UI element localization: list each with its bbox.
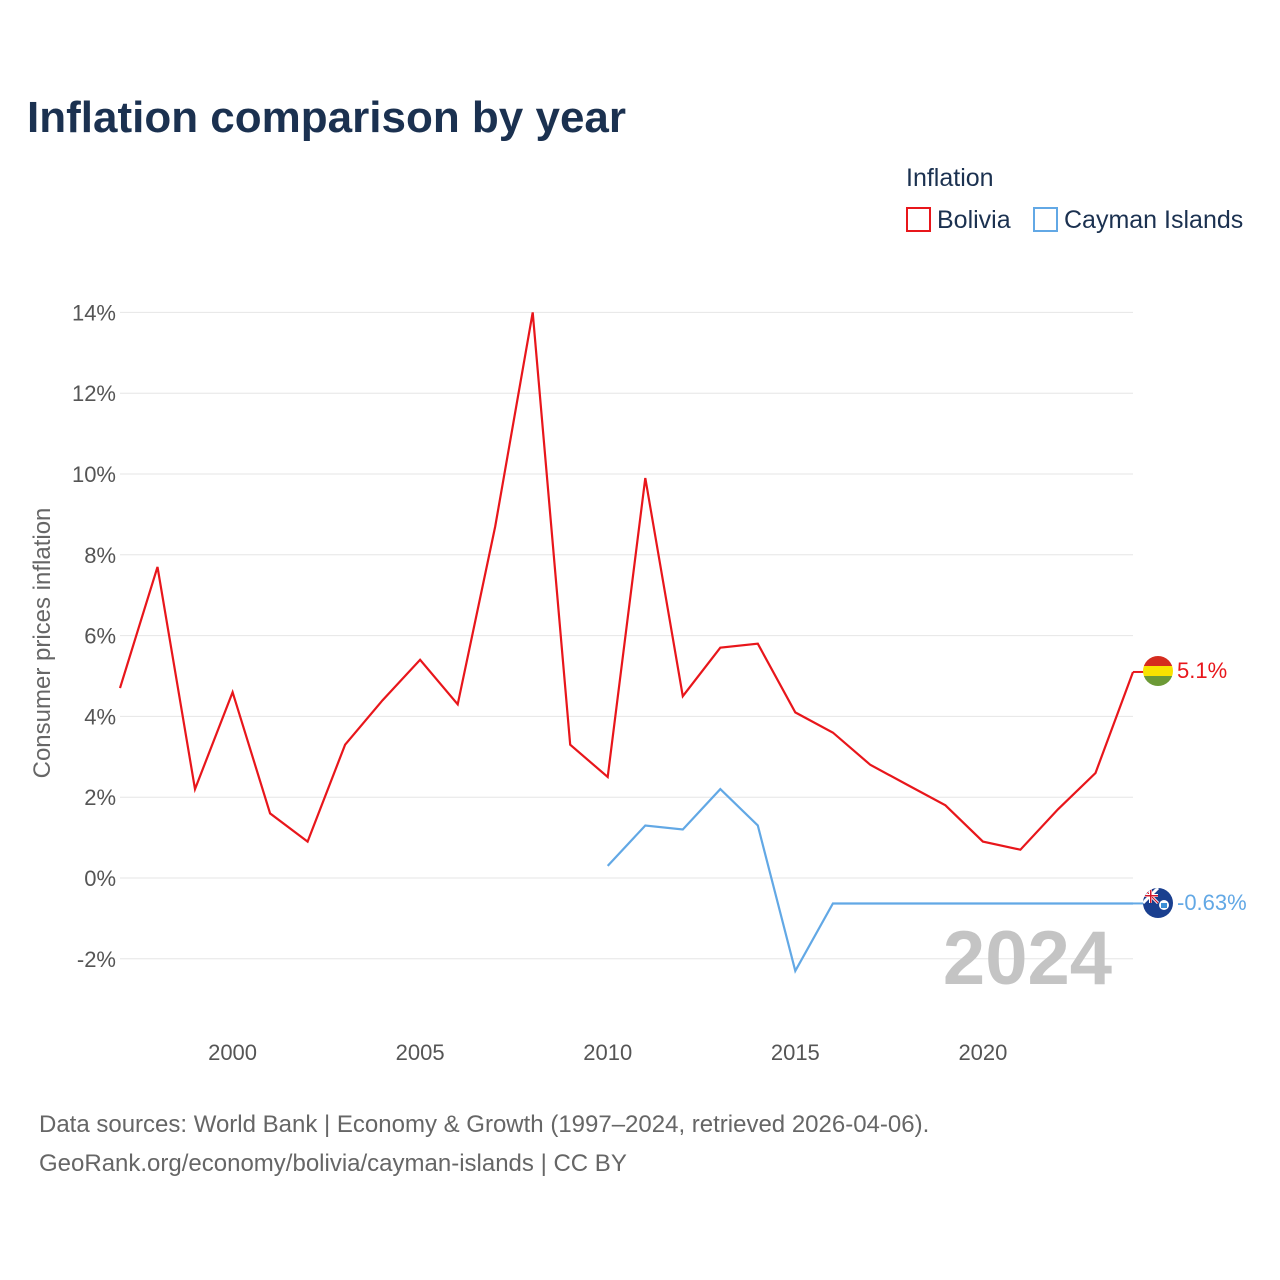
legend-swatch-bolivia: [906, 207, 931, 232]
x-tick-label: 2015: [771, 1040, 820, 1065]
x-tick-label: 2005: [396, 1040, 445, 1065]
chart-title: Inflation comparison by year: [27, 93, 626, 142]
y-axis-label: Consumer prices inflation: [29, 508, 56, 779]
y-tick-label: 6%: [84, 624, 116, 649]
y-tick-label: 0%: [84, 866, 116, 891]
y-tick-label: 12%: [72, 381, 116, 406]
bolivia-flag-icon: [1143, 656, 1173, 686]
x-tick-label: 2020: [958, 1040, 1007, 1065]
legend-swatch-cayman-islands: [1033, 207, 1058, 232]
source-line-2[interactable]: GeoRank.org/economy/bolivia/cayman-islan…: [39, 1150, 627, 1177]
cayman-islands-flag-icon: [1143, 888, 1173, 918]
legend-item-bolivia[interactable]: Bolivia: [906, 206, 1011, 234]
y-tick-label: 2%: [84, 785, 116, 810]
source-line-1: Data sources: World Bank | Economy & Gro…: [39, 1111, 929, 1138]
y-axis-ticks: -2% 0% 2% 4% 6% 8% 10% 12% 14%: [72, 300, 116, 971]
cayman-islands-end-value-label: -0.63%: [1177, 890, 1247, 915]
legend-item-cayman-islands[interactable]: Cayman Islands: [1033, 206, 1243, 234]
y-tick-label: 4%: [84, 704, 116, 729]
x-tick-label: 2010: [583, 1040, 632, 1065]
y-tick-label: 8%: [84, 543, 116, 568]
series-line-bolivia[interactable]: [118, 312, 1135, 851]
current-year-watermark: 2024: [943, 916, 1112, 1001]
legend-label-cayman-islands: Cayman Islands: [1064, 206, 1243, 234]
legend-label-bolivia: Bolivia: [937, 206, 1011, 234]
legend-title: Inflation: [906, 164, 994, 192]
y-tick-label: 10%: [72, 462, 116, 487]
bolivia-end-value-label: 5.1%: [1177, 658, 1227, 683]
series-line-cayman-islands[interactable]: [606, 787, 1133, 974]
series-lines: [118, 312, 1145, 974]
x-axis-ticks: 2000 2005 2010 2015 2020: [208, 1040, 1007, 1065]
y-tick-label: -2%: [77, 947, 116, 972]
y-tick-label: 14%: [72, 300, 116, 325]
x-tick-label: 2000: [208, 1040, 257, 1065]
